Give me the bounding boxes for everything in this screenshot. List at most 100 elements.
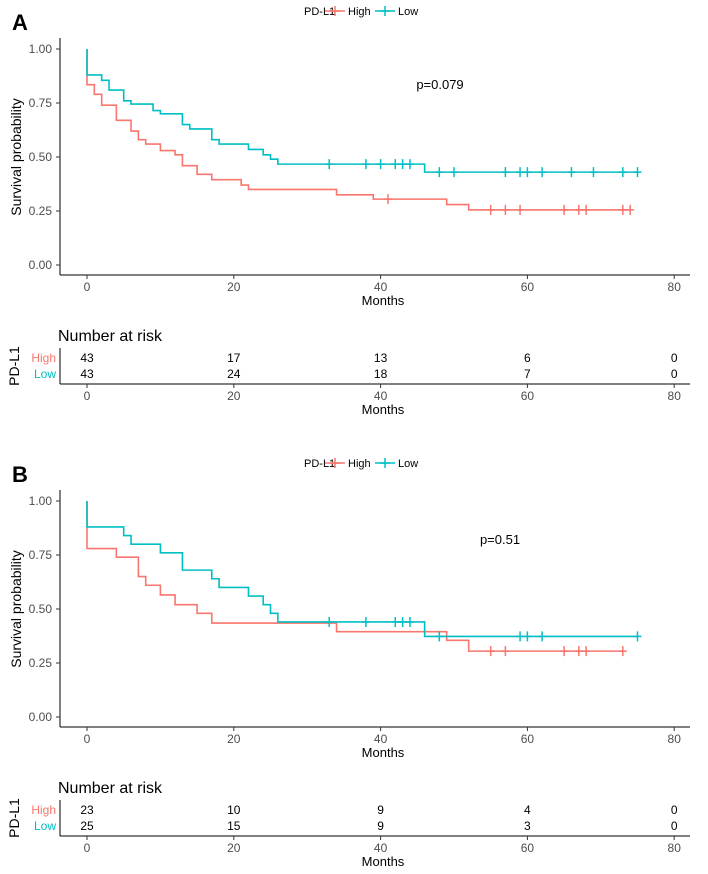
- legend-label-low: Low: [398, 6, 418, 18]
- x-tick-label: 80: [668, 732, 682, 746]
- risk-count: 7: [524, 367, 531, 381]
- risk-table-strata-label: PD-L1: [6, 798, 22, 838]
- risk-count: 3: [524, 819, 531, 833]
- risk-row-label-high: High: [31, 351, 56, 365]
- risk-count: 23: [80, 803, 94, 817]
- risk-table-title: Number at risk: [58, 328, 163, 345]
- legend: PD-L1 High Low: [304, 458, 418, 470]
- censor-mark-high: [582, 204, 591, 215]
- censor-mark-low: [516, 631, 525, 642]
- censor-mark-low: [589, 167, 598, 178]
- y-tick-label: 0.50: [29, 150, 53, 164]
- risk-row-label-low: Low: [34, 819, 56, 833]
- censor-mark-low: [618, 167, 627, 178]
- censor-mark-low: [523, 631, 532, 642]
- censor-mark-high: [486, 204, 495, 215]
- censor-mark-high: [618, 646, 627, 657]
- censor-mark-low: [398, 159, 407, 170]
- x-tick-label: 60: [521, 280, 535, 294]
- y-tick-label: 0.50: [29, 602, 53, 616]
- x-axis-title: Months: [362, 745, 405, 760]
- legend-label-low: Low: [398, 458, 418, 470]
- y-axis-title: Survival probability: [8, 550, 24, 668]
- censor-mark-high: [501, 204, 510, 215]
- risk-count: 6: [524, 351, 531, 365]
- survival-curve-high: [86, 49, 631, 211]
- censor-mark-low: [398, 616, 407, 627]
- p-value: p=0.51: [480, 532, 520, 547]
- censor-mark-low: [325, 159, 334, 170]
- censor-mark-high: [574, 646, 583, 657]
- risk-count: 0: [671, 819, 678, 833]
- risk-count: 9: [377, 819, 384, 833]
- censor-mark-high: [618, 204, 627, 215]
- survival-curve-low: [86, 501, 638, 638]
- censor-mark-low: [435, 631, 444, 642]
- y-tick-label: 0.25: [29, 204, 53, 218]
- risk-x-tick-label: 0: [84, 389, 91, 403]
- risk-count: 0: [671, 351, 678, 365]
- risk-x-tick-label: 20: [227, 841, 241, 855]
- risk-x-axis-title: Months: [362, 402, 405, 417]
- censor-mark-high: [560, 204, 569, 215]
- censor-mark-high: [560, 646, 569, 657]
- risk-count: 24: [227, 367, 241, 381]
- risk-table-title: Number at risk: [58, 780, 163, 797]
- risk-count: 0: [671, 367, 678, 381]
- legend-censor-icon: [380, 6, 390, 16]
- censor-mark-low: [325, 616, 334, 627]
- censor-mark-low: [538, 631, 547, 642]
- risk-count: 13: [374, 351, 388, 365]
- censor-mark-low: [376, 159, 385, 170]
- x-tick-label: 0: [84, 732, 91, 746]
- risk-row-label-low: Low: [34, 367, 56, 381]
- survival-curve-low: [86, 49, 638, 173]
- censor-mark-low: [633, 167, 642, 178]
- risk-x-tick-label: 40: [374, 841, 388, 855]
- censor-mark-low: [435, 167, 444, 178]
- censor-mark-low: [405, 616, 414, 627]
- legend-censor-icon: [380, 458, 390, 468]
- legend-label-high: High: [348, 458, 371, 470]
- x-tick-label: 40: [374, 732, 388, 746]
- legend-title: PD-L1: [304, 458, 335, 470]
- censor-mark-low: [361, 159, 370, 170]
- y-tick-label: 0.00: [29, 258, 53, 272]
- risk-x-tick-label: 40: [374, 389, 388, 403]
- legend-censor-icon: [330, 6, 340, 16]
- y-tick-label: 0.00: [29, 710, 53, 724]
- panel-label: B: [12, 462, 28, 487]
- censor-mark-high: [626, 204, 635, 215]
- p-value: p=0.079: [416, 77, 463, 92]
- legend-censor-icon: [330, 458, 340, 468]
- y-tick-label: 0.25: [29, 656, 53, 670]
- x-tick-label: 80: [668, 280, 682, 294]
- censor-mark-high: [486, 646, 495, 657]
- legend-label-high: High: [348, 6, 371, 18]
- y-tick-label: 0.75: [29, 96, 53, 110]
- risk-x-tick-label: 0: [84, 841, 91, 855]
- censor-mark-low: [516, 167, 525, 178]
- risk-count: 0: [671, 803, 678, 817]
- risk-x-tick-label: 80: [668, 841, 682, 855]
- censor-mark-low: [391, 616, 400, 627]
- risk-count: 25: [80, 819, 94, 833]
- panel-label: A: [12, 10, 28, 35]
- risk-count: 18: [374, 367, 388, 381]
- risk-count: 43: [80, 367, 94, 381]
- y-tick-label: 1.00: [29, 42, 53, 56]
- survival-curve-high: [86, 501, 623, 652]
- censor-mark-low: [361, 616, 370, 627]
- risk-x-tick-label: 20: [227, 389, 241, 403]
- risk-x-axis-title: Months: [362, 854, 405, 869]
- censor-mark-high: [501, 646, 510, 657]
- risk-count: 4: [524, 803, 531, 817]
- censor-mark-low: [405, 159, 414, 170]
- risk-count: 10: [227, 803, 241, 817]
- censor-mark-low: [523, 167, 532, 178]
- risk-row-label-high: High: [31, 803, 56, 817]
- risk-x-tick-label: 60: [521, 841, 535, 855]
